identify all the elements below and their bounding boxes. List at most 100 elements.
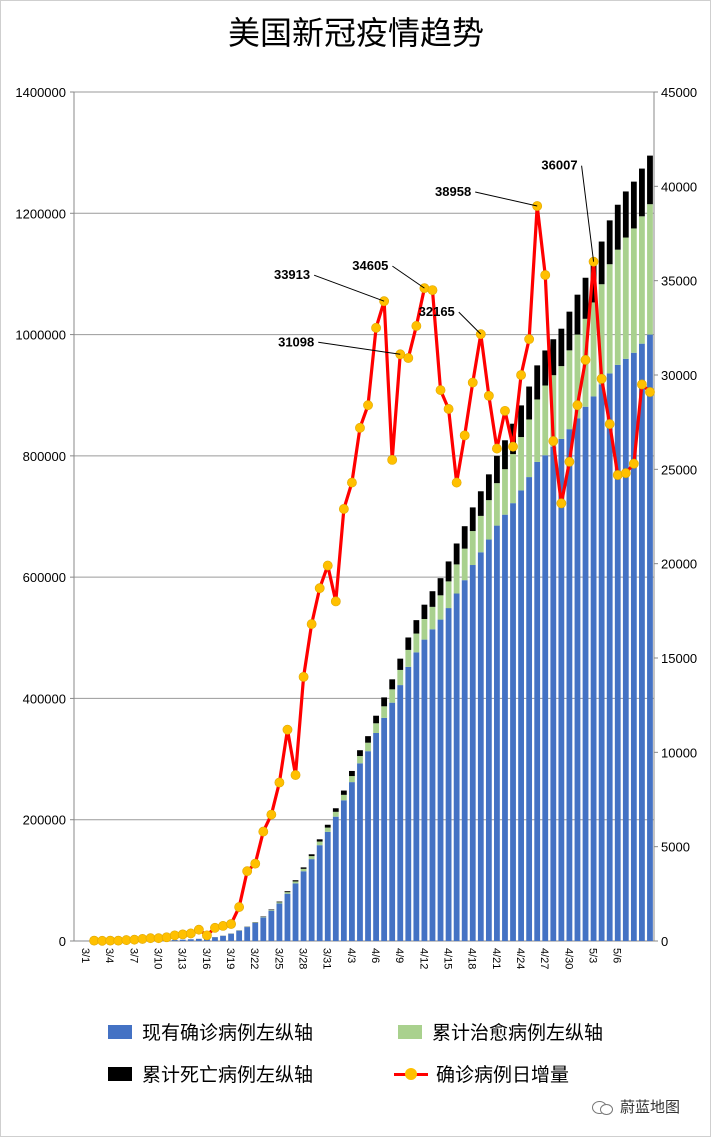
x-tick-label: 4/3	[345, 948, 357, 963]
bar-active	[284, 893, 291, 941]
bar-active	[365, 751, 371, 941]
bar-deaths	[340, 790, 347, 795]
bar-recovered	[421, 618, 428, 640]
right-tick-label: 35000	[661, 274, 697, 289]
bar-deaths	[477, 491, 484, 516]
annotation-label: 32165	[419, 304, 455, 319]
legend-item-daily: 确诊病例日增量	[394, 1060, 569, 1087]
bar-active	[518, 490, 524, 941]
daily-point	[564, 456, 575, 467]
bar-deaths	[308, 854, 315, 857]
daily-point	[596, 373, 607, 384]
bar-deaths	[598, 241, 605, 285]
bar-active	[558, 438, 565, 941]
bar-deaths	[397, 658, 404, 670]
bar-active	[477, 552, 484, 941]
bar-deaths	[300, 867, 307, 869]
bar-deaths	[566, 311, 573, 351]
daily-point	[411, 321, 422, 331]
bar-active	[244, 927, 251, 941]
bar-active	[421, 639, 428, 941]
bar-active	[381, 717, 388, 941]
x-tick-label: 3/31	[321, 948, 333, 969]
bar-deaths	[518, 405, 524, 438]
daily-point	[177, 929, 188, 940]
bar-recovered	[324, 827, 331, 832]
annotation-label: 34605	[352, 258, 388, 273]
daily-point	[290, 770, 301, 780]
daily-point	[637, 379, 647, 390]
bar-active	[300, 871, 307, 941]
bar-active	[461, 580, 468, 941]
bar-active	[494, 525, 500, 941]
x-tick-label: 4/27	[538, 948, 550, 969]
right-tick-label: 20000	[661, 557, 697, 572]
daily-point	[338, 504, 349, 514]
right-tick-label: 25000	[661, 462, 697, 477]
bar-active	[598, 384, 605, 941]
bar-recovered	[332, 811, 339, 817]
bar-active	[405, 666, 412, 941]
daily-point	[242, 866, 253, 877]
bar-deaths	[373, 715, 379, 724]
bar-deaths	[542, 350, 549, 386]
x-tick-label: 4/18	[466, 948, 478, 969]
bar-active	[413, 652, 420, 941]
bar-active	[389, 702, 396, 941]
bar-active	[316, 845, 323, 941]
bar-deaths	[365, 736, 371, 743]
bar-active	[502, 514, 508, 941]
bar-deaths	[614, 204, 621, 250]
bar-recovered	[429, 606, 436, 630]
bar-recovered	[349, 776, 355, 783]
x-tick-label: 3/19	[224, 948, 236, 969]
annotation-leader	[392, 265, 425, 289]
x-tick-label: 5/6	[611, 948, 623, 963]
bar-recovered	[373, 723, 379, 733]
bar-active	[268, 910, 275, 941]
daily-point	[508, 441, 518, 452]
daily-point	[628, 458, 639, 469]
bar-active	[647, 334, 653, 942]
bar-deaths	[292, 880, 299, 882]
daily-point	[483, 390, 494, 401]
legend-label-active: 现有确诊病例左纵轴	[142, 1022, 314, 1044]
bar-deaths	[550, 339, 557, 376]
bar-recovered	[477, 515, 484, 553]
daily-point	[645, 387, 655, 397]
bar-deaths	[558, 328, 565, 367]
daily-point	[218, 921, 228, 931]
bar-deaths	[389, 679, 396, 690]
daily-point	[347, 477, 357, 488]
daily-point	[226, 919, 236, 929]
chart-title: 美国新冠疫情趋势	[227, 14, 484, 52]
bar-deaths	[284, 891, 291, 893]
bar-recovered	[413, 633, 420, 653]
bar-recovered	[526, 419, 533, 478]
bar-active	[590, 396, 597, 942]
bar-recovered	[606, 264, 613, 374]
daily-point	[282, 724, 293, 735]
bar-deaths	[639, 168, 645, 217]
legend-label-deaths: 累计死亡病例左纵轴	[142, 1064, 314, 1086]
bar-active	[574, 418, 581, 942]
wechat-icon	[592, 1099, 614, 1115]
annotation-label: 38958	[435, 184, 471, 199]
bar-deaths	[574, 294, 581, 335]
daily-point	[363, 400, 373, 411]
legend-swatch-deaths	[108, 1066, 132, 1081]
annotation-label: 36007	[541, 158, 577, 173]
daily-point	[467, 377, 478, 388]
x-tick-label: 4/9	[393, 948, 405, 963]
x-tick-label: 3/13	[176, 948, 188, 969]
bar-recovered	[292, 881, 299, 884]
bar-recovered	[534, 399, 541, 462]
legend-label-recovered: 累计治愈病例左纵轴	[432, 1022, 604, 1044]
daily-point	[500, 405, 510, 416]
daily-point	[161, 932, 172, 943]
bar-recovered	[453, 564, 460, 594]
bar-active	[630, 352, 637, 941]
daily-point	[193, 924, 204, 935]
daily-point	[548, 436, 559, 446]
chart-legend: 现有确诊病例左纵轴 累计治愈病例左纵轴 累计死亡病例左纵轴 确诊病例日增量	[0, 1012, 712, 1092]
